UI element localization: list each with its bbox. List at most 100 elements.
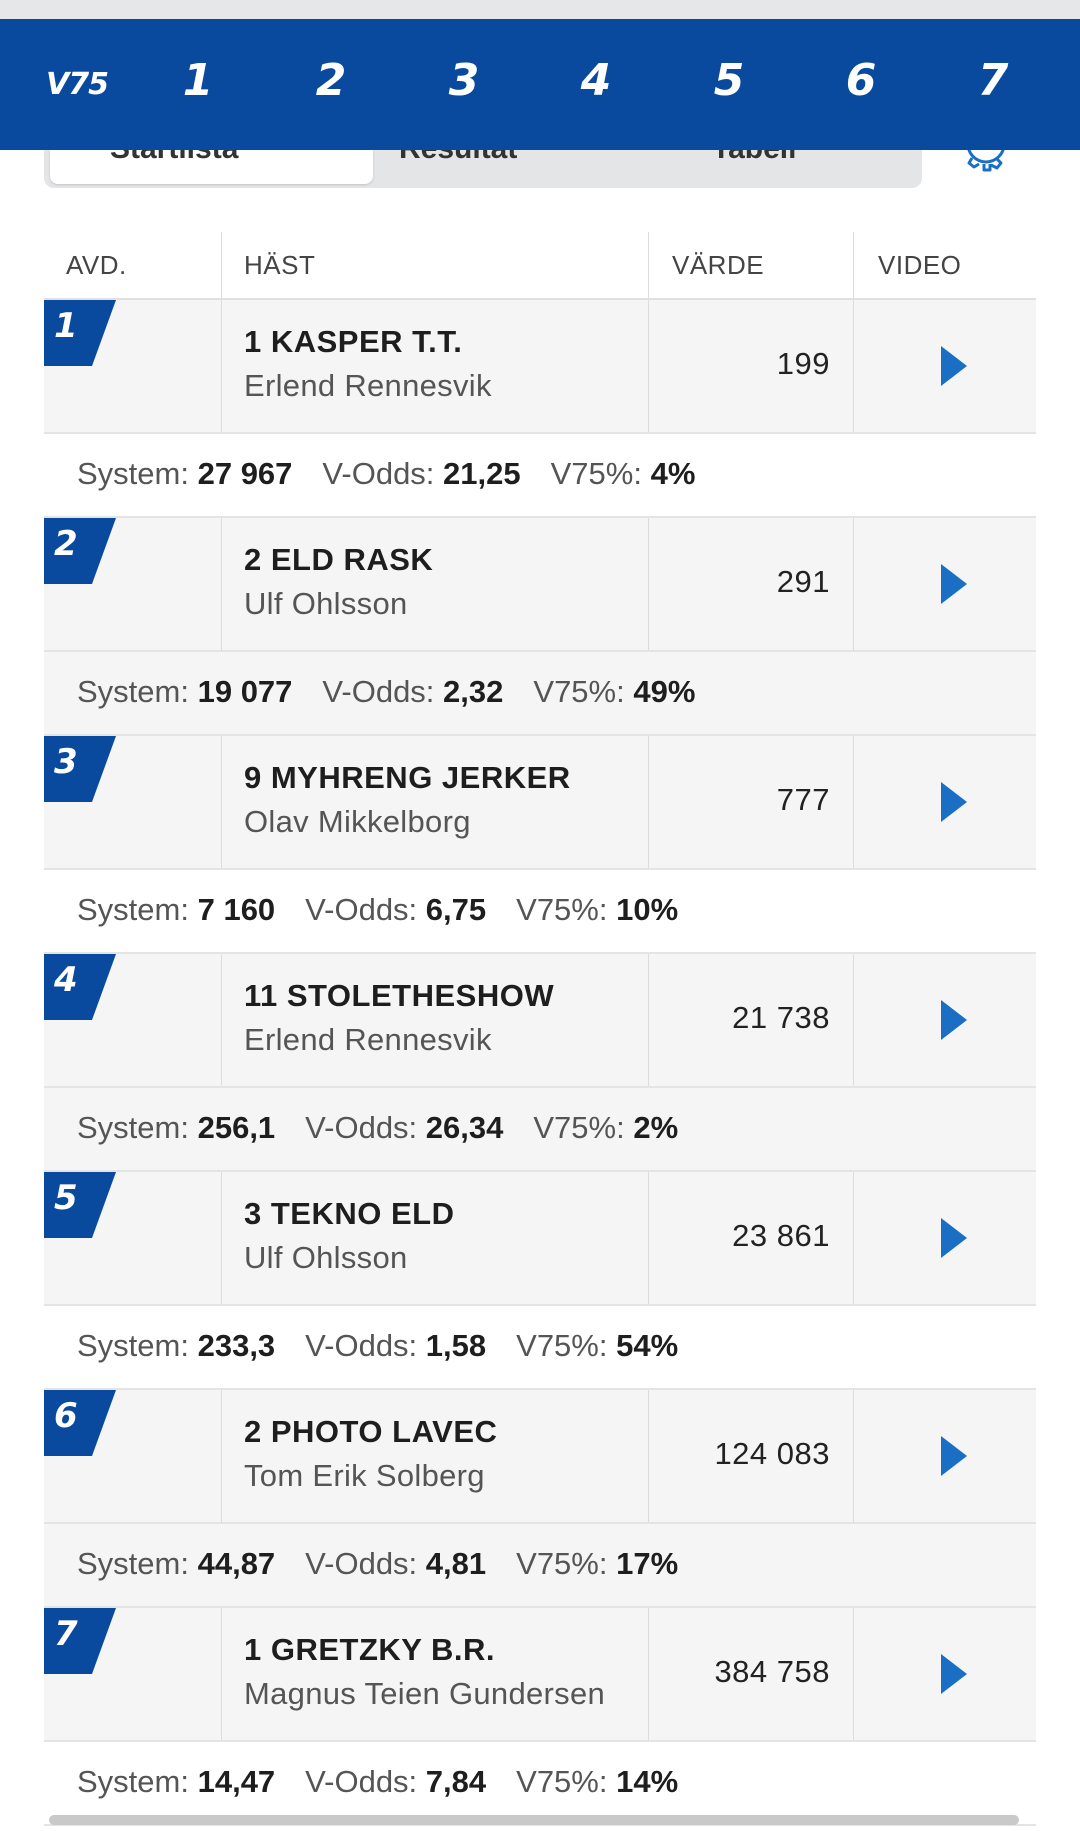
system-label: System: <box>77 1110 189 1145</box>
horse-name[interactable]: 11 STOLETHESHOW <box>244 978 555 1013</box>
vodds-label: V-Odds: <box>305 1546 418 1581</box>
race-tab-2[interactable]: 2 <box>315 55 347 106</box>
leg-stats: System: 14,47 V-Odds: 7,84 V75%: 14% <box>44 1742 1036 1826</box>
leg-3: 3 9 MYHRENG JERKER Olav Mikkelborg 777 Syste… <box>44 736 1036 954</box>
horse-name[interactable]: 2 ELD RASK <box>244 542 434 577</box>
cell-divider <box>221 518 222 650</box>
gear-icon[interactable] <box>962 150 1010 176</box>
header-video: VIDEO <box>878 250 962 280</box>
vodds-value: 1,58 <box>425 1328 487 1363</box>
table-row[interactable]: 7 1 GRETZKY B.R. Magnus Teien Gundersen 384… <box>44 1608 1036 1742</box>
v75-percent-value: 49% <box>633 674 696 709</box>
legs-list: 1 1 KASPER T.T. Erlend Rennesvik 199 System:… <box>44 300 1036 1826</box>
leg-5: 5 3 TEKNO ELD Ulf Ohlsson 23 861 System: 233… <box>44 1172 1036 1390</box>
leg-2: 2 2 ELD RASK Ulf Ohlsson 291 System: 19 077 V… <box>44 518 1036 736</box>
horizontal-scrollbar[interactable] <box>49 1815 1019 1825</box>
play-icon[interactable] <box>939 998 969 1042</box>
driver-name: Olav Mikkelborg <box>244 804 471 839</box>
vodds-label: V-Odds: <box>322 456 435 491</box>
driver-name: Magnus Teien Gundersen <box>244 1676 606 1711</box>
game-type-label[interactable]: V75 <box>46 67 109 102</box>
header-divider <box>648 232 649 298</box>
header-divider <box>221 232 222 298</box>
tab-tabell[interactable]: Tabell <box>712 150 796 166</box>
leg-number-badge: 1 <box>44 300 116 366</box>
leg-number-badge: 3 <box>44 736 116 802</box>
leg-number: 5 <box>54 1178 78 1218</box>
cell-divider <box>853 518 854 650</box>
tab-resultat[interactable]: Resultat <box>399 150 517 166</box>
system-value: 44,87 <box>197 1546 276 1581</box>
v75-percent-value: 2% <box>633 1110 679 1145</box>
play-icon[interactable] <box>939 1216 969 1260</box>
cell-divider <box>648 954 649 1086</box>
horse-name[interactable]: 9 MYHRENG JERKER <box>244 760 571 795</box>
leg-number: 7 <box>54 1614 78 1654</box>
system-value: 27 967 <box>197 456 293 491</box>
v75-percent-label: V75%: <box>516 1328 608 1363</box>
leg-number: 3 <box>54 742 78 782</box>
vodds-value: 26,34 <box>425 1110 504 1145</box>
play-icon[interactable] <box>939 562 969 606</box>
leg-number-badge: 7 <box>44 1608 116 1674</box>
cell-divider <box>648 1608 649 1740</box>
horse-name[interactable]: 3 TEKNO ELD <box>244 1196 455 1231</box>
table-row[interactable]: 6 2 PHOTO LAVEC Tom Erik Solberg 124 083 <box>44 1390 1036 1524</box>
v75-percent-label: V75%: <box>516 1546 608 1581</box>
v75-percent-value: 10% <box>616 892 679 927</box>
system-label: System: <box>77 1328 189 1363</box>
system-label: System: <box>77 892 189 927</box>
table-row[interactable]: 3 9 MYHRENG JERKER Olav Mikkelborg 777 <box>44 736 1036 870</box>
leg-1: 1 1 KASPER T.T. Erlend Rennesvik 199 System:… <box>44 300 1036 518</box>
leg-number: 2 <box>54 524 78 564</box>
vodds-value: 4,81 <box>425 1546 487 1581</box>
leg-number-badge: 6 <box>44 1390 116 1456</box>
play-icon[interactable] <box>939 344 969 388</box>
race-tab-6[interactable]: 6 <box>845 55 877 106</box>
v75-percent-label: V75%: <box>550 456 642 491</box>
view-tabs: Startlista Resultat Tabell <box>44 150 922 188</box>
horse-name[interactable]: 1 KASPER T.T. <box>244 324 463 359</box>
race-tab-5[interactable]: 5 <box>713 55 745 106</box>
payout-value: 23 861 <box>732 1218 830 1253</box>
leg-number: 1 <box>54 306 78 346</box>
vodds-value: 7,84 <box>425 1764 487 1799</box>
leg-stats: System: 19 077 V-Odds: 2,32 V75%: 49% <box>44 652 1036 736</box>
race-tab-1[interactable]: 1 <box>182 55 214 106</box>
race-tab-4[interactable]: 4 <box>580 55 612 106</box>
vodds-value: 2,32 <box>443 674 504 709</box>
race-tab-7[interactable]: 7 <box>977 55 1009 106</box>
play-icon[interactable] <box>939 1434 969 1478</box>
status-strip <box>0 0 1080 19</box>
play-icon[interactable] <box>939 1652 969 1696</box>
v75-percent-label: V75%: <box>516 892 608 927</box>
race-tab-3[interactable]: 3 <box>448 55 480 106</box>
payout-value: 124 083 <box>714 1436 830 1471</box>
play-icon[interactable] <box>939 780 969 824</box>
leg-number-badge: 4 <box>44 954 116 1020</box>
table-row[interactable]: 2 2 ELD RASK Ulf Ohlsson 291 <box>44 518 1036 652</box>
vodds-label: V-Odds: <box>305 892 418 927</box>
table-row[interactable]: 1 1 KASPER T.T. Erlend Rennesvik 199 <box>44 300 1036 434</box>
v75-percent-value: 54% <box>616 1328 679 1363</box>
header-hast: HÄST <box>244 250 316 280</box>
leg-4: 4 11 STOLETHESHOW Erlend Rennesvik 21 738 Sy… <box>44 954 1036 1172</box>
horse-name[interactable]: 2 PHOTO LAVEC <box>244 1414 498 1449</box>
payout-value: 384 758 <box>714 1654 830 1689</box>
table-row[interactable]: 4 11 STOLETHESHOW Erlend Rennesvik 21 738 <box>44 954 1036 1088</box>
tab-startlista[interactable] <box>50 150 373 184</box>
leg-stats: System: 7 160 V-Odds: 6,75 V75%: 10% <box>44 870 1036 954</box>
tab-startlista-label: Startlista <box>110 150 238 166</box>
horse-name[interactable]: 1 GRETZKY B.R. <box>244 1632 496 1667</box>
driver-name: Tom Erik Solberg <box>244 1458 485 1493</box>
header-varde: VÄRDE <box>672 250 765 280</box>
system-value: 256,1 <box>197 1110 276 1145</box>
system-value: 14,47 <box>197 1764 276 1799</box>
leg-7: 7 1 GRETZKY B.R. Magnus Teien Gundersen 384… <box>44 1608 1036 1826</box>
payout-value: 777 <box>776 782 830 817</box>
system-label: System: <box>77 1764 189 1799</box>
table-row[interactable]: 5 3 TEKNO ELD Ulf Ohlsson 23 861 <box>44 1172 1036 1306</box>
driver-name: Erlend Rennesvik <box>244 1022 492 1057</box>
system-label: System: <box>77 1546 189 1581</box>
system-value: 233,3 <box>197 1328 276 1363</box>
